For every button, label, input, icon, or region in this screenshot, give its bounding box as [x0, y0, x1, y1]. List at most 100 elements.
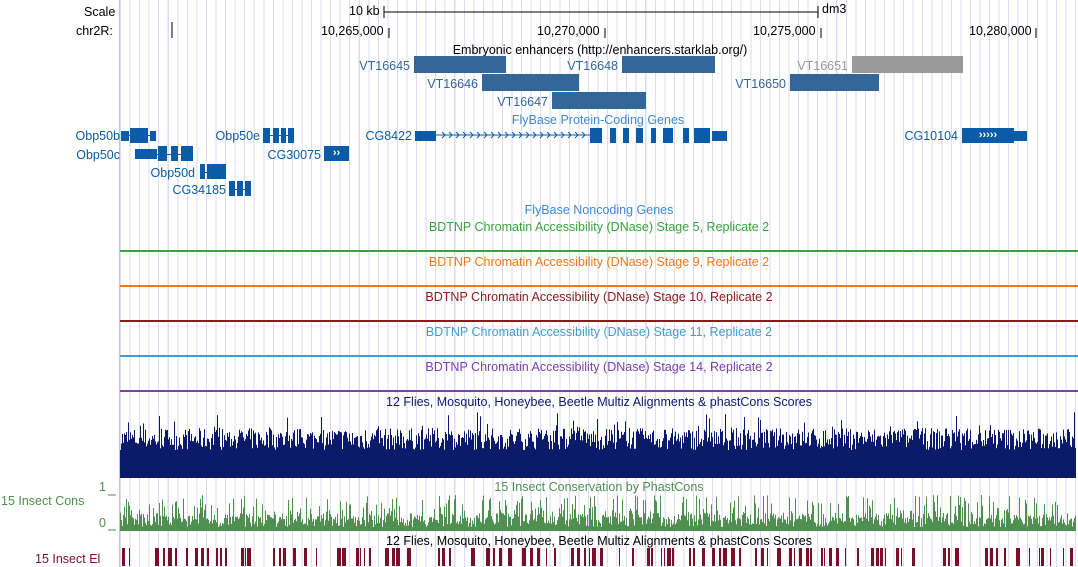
multiz-track-title[interactable]: 12 Flies, Mosquito, Honeybee, Beetle Mul…	[386, 395, 812, 409]
gene-label-obp50e[interactable]: Obp50e	[215, 129, 260, 143]
gene-label-obp50d[interactable]: Obp50d	[150, 166, 195, 180]
exon-obp50b-2[interactable]	[130, 128, 148, 143]
exon-cg8422-5[interactable]	[636, 128, 643, 143]
gene-label-cg30075[interactable]: CG30075	[267, 148, 321, 162]
exon-cg10104[interactable]: ›››››	[962, 128, 1014, 143]
phastcons-bar	[803, 514, 804, 531]
dnase-stage5-signal[interactable]	[120, 250, 1078, 252]
elements-track-title[interactable]: 12 Flies, Mosquito, Honeybee, Beetle Mul…	[386, 534, 812, 548]
enhancer-bar-vt16651[interactable]	[852, 56, 963, 73]
exon-obp50e-2[interactable]	[273, 128, 279, 143]
phastcons-bar	[448, 500, 449, 531]
dnase-stage14-signal[interactable]	[120, 390, 1078, 392]
enhancer-label-vt16645[interactable]: VT16645	[359, 59, 410, 73]
enhancer-label-vt16646[interactable]: VT16646	[427, 77, 478, 91]
exon-cg8422-8[interactable]	[683, 128, 689, 143]
multiz-bar	[477, 412, 478, 478]
exon-cg8422-6[interactable]	[651, 128, 656, 143]
phastcons-side-label[interactable]: 15 Insect Cons	[1, 494, 85, 508]
noncoding-track-title[interactable]: FlyBase Noncoding Genes	[524, 203, 674, 217]
phastcons-bar	[591, 519, 592, 531]
exon-obp50c-3[interactable]	[171, 146, 178, 161]
enhancer-bar-vt16650[interactable]	[790, 74, 879, 91]
multiz-bar	[537, 437, 538, 478]
phastcons-track-title[interactable]: 15 Insect Conservation by PhastCons	[494, 480, 704, 494]
exon-obp50d-1[interactable]	[200, 164, 205, 179]
exon-cg8422-10[interactable]	[712, 131, 727, 141]
multiz-bar	[194, 437, 195, 478]
multiz-bar	[362, 442, 363, 478]
exon-obp50b-3[interactable]	[150, 131, 156, 141]
dnase-stage9-title[interactable]: BDTNP Chromatin Accessibility (DNase) St…	[428, 255, 770, 269]
enhancer-bar-vt16646[interactable]	[482, 74, 579, 91]
multiz-bar	[628, 443, 629, 478]
multiz-bar	[1058, 448, 1059, 478]
exon-obp50c-4[interactable]	[181, 146, 193, 161]
phastcons-bar	[392, 499, 393, 531]
phastcons-bar	[417, 515, 418, 531]
phastcons-bar	[239, 517, 240, 531]
gene-label-obp50b[interactable]: Obp50b	[75, 129, 120, 143]
enhancer-label-vt16647[interactable]: VT16647	[497, 95, 548, 109]
exon-obp50e-3[interactable]	[281, 128, 286, 143]
assembly-label: dm3	[822, 2, 847, 16]
exon-obp50e-4[interactable]	[288, 128, 294, 143]
protein-coding-track-title[interactable]: FlyBase Protein-Coding Genes	[511, 113, 685, 127]
dnase-stage10-title[interactable]: BDTNP Chromatin Accessibility (DNase) St…	[425, 290, 773, 304]
utr-cg10104[interactable]	[1014, 131, 1027, 141]
phastcons-bar	[979, 517, 980, 531]
exon-cg34185-1[interactable]	[229, 181, 235, 196]
gene-label-cg10104[interactable]: CG10104	[904, 129, 958, 143]
dnase-stage10-signal[interactable]	[120, 320, 1078, 322]
enhancer-label-vt16651[interactable]: VT16651	[797, 59, 848, 73]
phastcons-bar	[622, 499, 623, 531]
dnase-stage11-title[interactable]: BDTNP Chromatin Accessibility (DNase) St…	[425, 325, 773, 339]
multiz-bar	[659, 439, 660, 478]
exon-cg8422-9[interactable]	[694, 128, 710, 143]
dnase-stage5-title[interactable]: BDTNP Chromatin Accessibility (DNase) St…	[428, 220, 770, 234]
enhancer-label-vt16648[interactable]: VT16648	[567, 59, 618, 73]
multiz-bar	[283, 445, 284, 478]
gene-label-cg34185[interactable]: CG34185	[172, 183, 226, 197]
exon-obp50d-2[interactable]	[207, 164, 226, 179]
phastcons-bar	[1062, 523, 1063, 531]
enhancer-label-vt16650[interactable]: VT16650	[735, 77, 786, 91]
exon-obp50b-1[interactable]	[121, 131, 129, 141]
multiz-bar	[427, 438, 428, 478]
enhancer-bar-vt16647[interactable]	[552, 92, 646, 109]
phastcons-bar	[192, 515, 193, 531]
position-tick-4: 10,280,000	[969, 24, 1032, 38]
gene-label-cg8422[interactable]: CG8422	[365, 129, 412, 143]
enhancers-track-title[interactable]: Embryonic enhancers (http://enhancers.st…	[452, 43, 748, 57]
phastcons-bar	[231, 523, 232, 531]
dnase-stage14-title[interactable]: BDTNP Chromatin Accessibility (DNase) St…	[425, 360, 773, 374]
enhancer-bar-vt16645[interactable]	[414, 56, 506, 73]
exon-cg8422-3[interactable]	[610, 128, 616, 143]
dnase-stage9-signal[interactable]	[120, 285, 1078, 287]
gene-label-obp50c[interactable]: Obp50c	[76, 148, 120, 162]
multiz-bar	[312, 432, 313, 478]
exon-cg8422-2[interactable]	[590, 128, 602, 143]
multiz-bar	[501, 434, 502, 478]
exon-cg8422-7[interactable]	[663, 128, 673, 143]
exon-obp50e-1[interactable]	[263, 128, 270, 143]
exon-cg34185-2[interactable]	[237, 181, 243, 196]
enhancer-bar-vt16648[interactable]	[622, 56, 715, 73]
exon-cg30075[interactable]: ››	[324, 146, 349, 161]
exon-cg34185-3[interactable]	[245, 181, 251, 196]
phastcons-bar	[945, 518, 946, 531]
multiz-bar	[454, 438, 455, 478]
multiz-bar	[701, 438, 702, 478]
multiz-bar	[1022, 442, 1023, 478]
phastcons-bar	[722, 526, 723, 531]
phastcons-bar	[357, 520, 358, 531]
exon-cg8422-1[interactable]	[415, 131, 436, 141]
exon-obp50c-1[interactable]	[135, 149, 157, 159]
exon-obp50c-2[interactable]	[158, 146, 167, 161]
phastcons-bar	[593, 526, 594, 531]
elements-side-label[interactable]: 15 Insect El	[35, 552, 101, 566]
exon-cg8422-4[interactable]	[623, 128, 629, 143]
multiz-bar	[333, 439, 334, 478]
dnase-stage11-signal[interactable]	[120, 355, 1078, 357]
